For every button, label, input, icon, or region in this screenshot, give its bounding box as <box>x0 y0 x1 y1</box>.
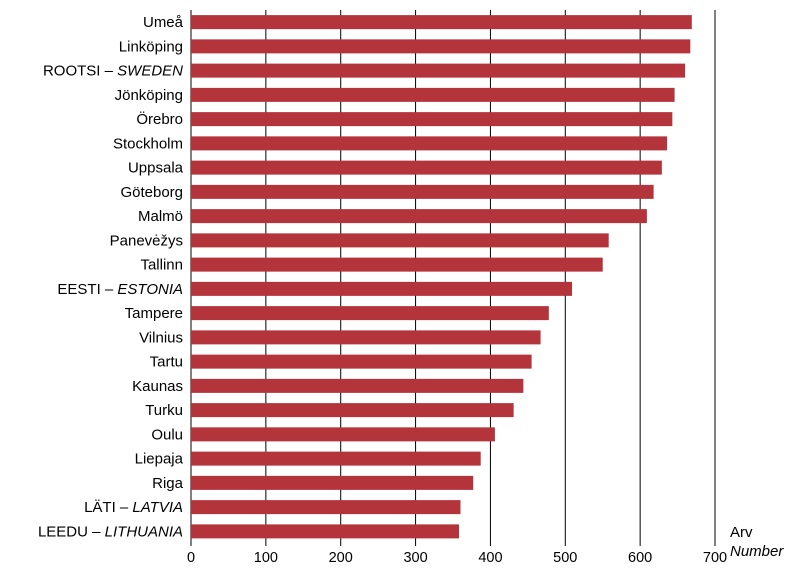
bar-19 <box>191 475 474 490</box>
category-label: LEEDU – LITHUANIA <box>38 523 183 540</box>
category-label: Tallinn <box>140 257 183 274</box>
category-label: Riga <box>152 475 184 492</box>
category-label-main: Tartu <box>150 354 183 371</box>
bar-4 <box>191 112 673 127</box>
category-label-main: Linköping <box>119 38 183 55</box>
bar-12 <box>191 306 549 321</box>
category-label: Göteborg <box>120 184 183 201</box>
bar-18 <box>191 451 481 466</box>
category-label-main: Oulu <box>151 426 183 443</box>
bar-3 <box>191 87 675 102</box>
bars <box>191 15 692 539</box>
category-label-main: ROOTSI – <box>43 63 117 80</box>
category-label-main: Göteborg <box>120 184 183 201</box>
category-label-main: Vilnius <box>139 329 183 346</box>
category-label-main: Riga <box>152 475 184 492</box>
category-label-en: LITHUANIA <box>105 523 183 540</box>
bar-14 <box>191 354 532 369</box>
category-label: Tartu <box>150 354 183 371</box>
category-label: Uppsala <box>128 160 184 177</box>
bar-5 <box>191 136 668 151</box>
category-label: Vilnius <box>139 329 183 346</box>
bar-10 <box>191 257 603 272</box>
category-label: Tampere <box>125 305 183 322</box>
category-label-main: Liepaja <box>135 451 184 468</box>
x-tick-label: 400 <box>478 550 502 566</box>
unit-label: Arv Number <box>730 524 784 560</box>
category-label: Oulu <box>151 426 183 443</box>
category-label: ROOTSI – SWEDEN <box>43 63 183 80</box>
category-label: Liepaja <box>135 451 184 468</box>
category-label: Kaunas <box>132 378 183 395</box>
x-tick-label: 100 <box>254 550 278 566</box>
x-tick-labels: 0 100 200 300 400 500 600 700 <box>187 550 727 566</box>
bar-20 <box>191 500 461 515</box>
x-tick-label: 600 <box>628 550 652 566</box>
bar-17 <box>191 427 495 442</box>
bar-13 <box>191 330 541 345</box>
x-tick-label: 200 <box>329 550 353 566</box>
category-label-main: Uppsala <box>128 160 184 177</box>
bar-9 <box>191 233 609 248</box>
category-label: Malmö <box>138 208 183 225</box>
category-label-en: ESTONIA <box>117 281 183 298</box>
category-label-main: Umeå <box>143 14 184 31</box>
category-label-main: Tallinn <box>140 257 183 274</box>
bar-7 <box>191 184 654 199</box>
category-label-main: LEEDU – <box>38 523 105 540</box>
category-label-main: EESTI – <box>57 281 117 298</box>
x-tick-label: 0 <box>187 550 195 566</box>
bar-21 <box>191 524 459 539</box>
category-label-main: Tampere <box>125 305 183 322</box>
bar-11 <box>191 281 573 296</box>
category-label-main: Turku <box>145 402 183 419</box>
x-tick-label: 500 <box>553 550 577 566</box>
x-tick-label: 300 <box>403 550 427 566</box>
category-label-main: Jönköping <box>115 87 183 104</box>
category-label: LÄTI – LATVIA <box>84 499 183 516</box>
category-label-en: LATVIA <box>132 499 183 516</box>
unit-label-en: Number <box>730 543 784 560</box>
bar-0 <box>191 15 692 30</box>
category-label-en: SWEDEN <box>117 63 183 80</box>
category-label-main: Malmö <box>138 208 183 225</box>
category-label-main: Kaunas <box>132 378 183 395</box>
category-label: EESTI – ESTONIA <box>57 281 183 298</box>
category-label-main: Örebro <box>136 110 183 128</box>
category-label-main: LÄTI – <box>84 499 132 516</box>
category-label: Panevėžys <box>110 232 183 249</box>
bar-1 <box>191 39 691 54</box>
category-label: Umeå <box>143 14 184 31</box>
bar-6 <box>191 160 662 175</box>
category-label: Örebro <box>136 110 183 128</box>
x-tick-label: 700 <box>703 550 727 566</box>
category-label-main: Panevėžys <box>110 232 183 249</box>
bar-2 <box>191 63 686 78</box>
category-label: Jönköping <box>115 87 183 104</box>
category-label-main: Stockholm <box>113 135 183 152</box>
category-label: Turku <box>145 402 183 419</box>
unit-label-main: Arv <box>730 524 753 541</box>
category-label: Stockholm <box>113 135 183 152</box>
category-label: Linköping <box>119 38 183 55</box>
bar-8 <box>191 209 647 224</box>
bar-16 <box>191 403 514 418</box>
bar-15 <box>191 378 524 393</box>
